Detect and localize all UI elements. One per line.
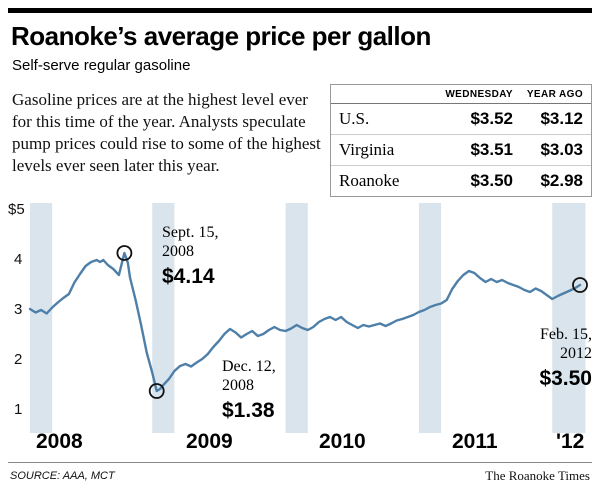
wednesday-price: $3.51 bbox=[470, 140, 513, 159]
wednesday-price: $3.52 bbox=[470, 109, 513, 128]
x-tick-2012: '12 bbox=[556, 430, 585, 453]
table-row-roanoke: Roanoke $3.50 $2.98 bbox=[331, 165, 591, 196]
y-tick-4: 4 bbox=[14, 251, 23, 268]
y-tick-5: $5 bbox=[8, 201, 25, 218]
annotation-peak: Sept. 15, 2008 $4.14 bbox=[162, 224, 218, 289]
source-credit: SOURCE: AAA, MCT bbox=[10, 470, 115, 482]
annotation-latest: Feb. 15, 2012 $3.50 bbox=[539, 326, 592, 391]
peak-value: $4.14 bbox=[162, 264, 215, 288]
latest-value: $3.50 bbox=[539, 366, 592, 390]
x-tick-2010: 2010 bbox=[319, 430, 366, 453]
column-header-year-ago: YEAR AGO bbox=[526, 89, 583, 100]
x-tick-2009: 2009 bbox=[186, 430, 233, 453]
table-corner bbox=[339, 89, 433, 100]
peak-date: Sept. 15, 2008 bbox=[162, 224, 219, 260]
footer-rule bbox=[8, 462, 592, 463]
y-tick-1: 1 bbox=[14, 401, 23, 418]
wednesday-price: $3.50 bbox=[470, 171, 513, 190]
y-tick-2: 2 bbox=[14, 351, 23, 368]
page-title: Roanoke’s average price per gallon bbox=[11, 21, 431, 51]
latest-date: Feb. 15, 2012 bbox=[540, 326, 592, 362]
top-rule bbox=[8, 8, 592, 13]
x-tick-2011: 2011 bbox=[452, 430, 498, 453]
row-label: Roanoke bbox=[339, 171, 400, 190]
publisher-credit: The Roanoke Times bbox=[485, 468, 590, 483]
price-table-header: WEDNESDAY YEAR AGO bbox=[331, 85, 591, 104]
column-header-wednesday: WEDNESDAY bbox=[445, 89, 513, 100]
table-row-virginia: Virginia $3.51 $3.03 bbox=[331, 134, 591, 165]
intro-text: Gasoline prices are at the highest level… bbox=[12, 90, 321, 176]
page-subtitle: Self-serve regular gasoline bbox=[12, 57, 191, 74]
year-ago-price: $2.98 bbox=[540, 171, 583, 190]
year-ago-price: $3.12 bbox=[540, 109, 583, 128]
y-tick-3: 3 bbox=[14, 301, 23, 318]
row-label: Virginia bbox=[339, 140, 395, 159]
price-table: WEDNESDAY YEAR AGO U.S. $3.52 $3.12 Virg… bbox=[330, 84, 592, 197]
row-label: U.S. bbox=[339, 109, 370, 128]
x-tick-2008: 2008 bbox=[36, 430, 83, 453]
trough-date: Dec. 12, 2008 bbox=[222, 358, 276, 394]
annotation-trough: Dec. 12, 2008 $1.38 bbox=[222, 358, 276, 423]
year-ago-price: $3.03 bbox=[540, 140, 583, 159]
table-row-us: U.S. $3.52 $3.12 bbox=[331, 104, 591, 134]
trough-value: $1.38 bbox=[222, 398, 275, 422]
